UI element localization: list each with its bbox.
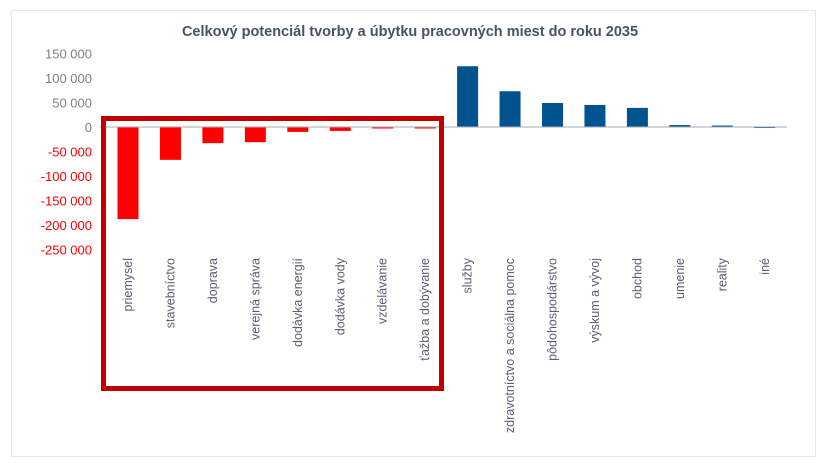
- bar-pôdohospodárstvo: [542, 102, 563, 127]
- bar-služby: [457, 66, 479, 127]
- category-label: iné: [758, 258, 772, 275]
- bar-umenie: [669, 125, 691, 127]
- category-label: pôdohospodárstvo: [546, 258, 560, 361]
- category-label: dodávka vody: [333, 257, 347, 335]
- category-label: priemysel: [121, 258, 135, 312]
- category-label: ťažba a dobývanie: [418, 258, 432, 361]
- bar-stavebníctvo: [159, 127, 181, 160]
- y-tick-label: -100 000: [41, 169, 92, 184]
- category-label: služby: [461, 257, 475, 293]
- y-tick-label: 0: [85, 120, 92, 135]
- category-label: vzdelávanie: [376, 258, 390, 324]
- category-label: zdravotníctvo a sociálna pomoc: [503, 258, 517, 433]
- chart-panel: [11, 10, 816, 457]
- category-label: doprava: [206, 258, 220, 303]
- category-label: výskum a vývoj: [588, 258, 602, 343]
- y-tick-label: 150 000: [45, 47, 92, 62]
- y-tick-label: -50 000: [48, 145, 92, 160]
- category-label: stavebníctvo: [163, 258, 177, 328]
- category-label: verejná správa: [248, 258, 262, 340]
- bar-vzdelávanie: [372, 127, 394, 129]
- bar-dodávka-vody: [329, 127, 351, 131]
- bar-zdravotníctvo-a-sociálna-pomoc: [499, 91, 521, 127]
- chart-title: Celkový potenciál tvorby a úbytku pracov…: [182, 24, 638, 40]
- bar-doprava: [202, 127, 224, 144]
- bar-výskum-a-vývoj: [584, 104, 606, 127]
- y-tick-label: 100 000: [45, 71, 92, 86]
- y-tick-label: -250 000: [41, 243, 92, 258]
- bar-verejná-správa: [244, 127, 266, 143]
- bar-ťažba-a-dobývanie: [414, 127, 436, 129]
- bar-reality: [711, 125, 733, 128]
- bar-dodávka-energií: [287, 127, 309, 132]
- y-tick-label: -150 000: [41, 194, 92, 209]
- bar-priemysel: [117, 127, 139, 220]
- y-tick-label: -200 000: [41, 218, 92, 233]
- y-tick-label: 50 000: [52, 96, 92, 111]
- category-label: reality: [715, 257, 729, 291]
- category-label: obchod: [630, 258, 644, 299]
- category-label: umenie: [673, 258, 687, 299]
- highlight-box: [101, 116, 444, 391]
- bar-obchod: [626, 107, 648, 127]
- category-label: dodávka energií: [291, 257, 305, 346]
